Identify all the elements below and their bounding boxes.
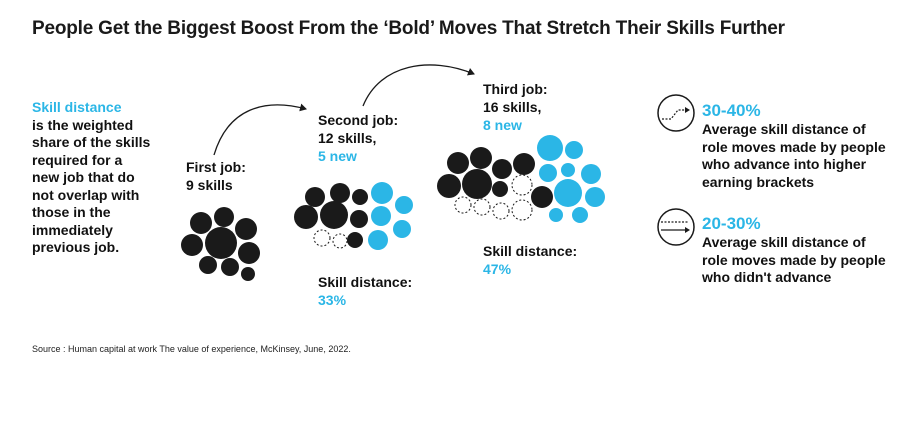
new-skill-dot (565, 141, 583, 159)
new-skill-dot (371, 206, 391, 226)
existing-skill-dot (305, 187, 325, 207)
existing-skill-dot (241, 267, 255, 281)
new-skill-dot (581, 164, 601, 184)
arrow-second-to-third (362, 64, 475, 107)
existing-skill-dot (492, 159, 512, 179)
existing-skill-dot (330, 183, 350, 203)
new-skill-dot (554, 179, 582, 207)
second-job-skill-distance: Skill distance: 33% (318, 273, 412, 309)
arrow-first-to-second (213, 103, 307, 156)
job-skill-count: 16 skills, (483, 99, 542, 115)
rising-step-arrow-icon (657, 94, 695, 132)
new-skill-dot (368, 230, 388, 250)
new-skill-dot (561, 163, 575, 177)
new-skill-dot (539, 164, 557, 182)
existing-skill-dot (238, 242, 260, 264)
stat-description: Average skill distance of role moves mad… (702, 121, 886, 190)
existing-skill-dot (447, 152, 469, 174)
skill-distance-label: Skill distance: (318, 274, 413, 290)
dropped-skill-dot (332, 233, 348, 249)
skill-distance-value: 33% (318, 292, 347, 308)
flat-arrow-icon (657, 208, 695, 246)
job-new-skill-count: 8 new (483, 117, 522, 133)
dropped-skill-dot (511, 199, 533, 221)
dropped-skill-dot (511, 174, 533, 196)
new-skill-dot (537, 135, 563, 161)
existing-skill-dot (352, 189, 368, 205)
existing-skill-dot (199, 256, 217, 274)
existing-skill-dot (214, 207, 234, 227)
new-skill-dot (395, 196, 413, 214)
new-skill-dot (371, 182, 393, 204)
stat-advancers: 30-40% Average skill distance of role mo… (702, 101, 892, 191)
existing-skill-dot (350, 210, 368, 228)
dropped-skill-dot (313, 229, 331, 247)
existing-skill-dot (181, 234, 203, 256)
existing-skill-dot (513, 153, 535, 175)
job-title: Third job: (483, 81, 548, 97)
second-job-label: Second job: 12 skills, 5 new (318, 111, 398, 165)
definition-body: is the weighted share of the skills requ… (32, 116, 151, 256)
dropped-skill-dot (492, 202, 510, 220)
existing-skill-dot (531, 186, 553, 208)
first-job-skill-cluster (181, 207, 260, 281)
existing-skill-dot (235, 218, 257, 240)
existing-skill-dot (221, 258, 239, 276)
new-skill-dot (393, 220, 411, 238)
skill-distance-definition: Skill distance is the weighted share of … (32, 99, 152, 257)
stat-non-advancers: 20-30% Average skill distance of role mo… (702, 214, 892, 287)
existing-skill-dot (437, 174, 461, 198)
job-skill-count: 12 skills, (318, 130, 377, 146)
job-skill-count: 9 skills (186, 177, 233, 193)
source-note: Source : Human capital at work The value… (32, 344, 351, 354)
dropped-skill-dot (473, 198, 491, 216)
existing-skill-dot (294, 205, 318, 229)
new-skill-dot (549, 208, 563, 222)
page-title: People Get the Biggest Boost From the ‘B… (32, 18, 785, 39)
job-title: Second job: (318, 112, 399, 128)
skill-distance-label: Skill distance: (483, 243, 578, 259)
second-job-skill-cluster (294, 182, 413, 250)
job-title: First job: (186, 159, 246, 175)
existing-skill-dot (470, 147, 492, 169)
stat-range: 20-30% (702, 214, 761, 233)
stat-range: 30-40% (702, 101, 761, 120)
third-job-label: Third job: 16 skills, 8 new (483, 80, 548, 134)
existing-skill-dot (320, 201, 348, 229)
existing-skill-dot (347, 232, 363, 248)
third-job-skill-cluster (437, 135, 605, 223)
first-job-label: First job: 9 skills (186, 158, 246, 194)
existing-skill-dot (462, 169, 492, 199)
definition-term: Skill distance (32, 99, 122, 115)
new-skill-dot (585, 187, 605, 207)
dropped-skill-dot (454, 196, 472, 214)
existing-skill-dot (205, 227, 237, 259)
skill-distance-value: 47% (483, 261, 512, 277)
third-job-skill-distance: Skill distance: 47% (483, 242, 577, 278)
stat-description: Average skill distance of role moves mad… (702, 234, 886, 285)
new-skill-dot (572, 207, 588, 223)
job-new-skill-count: 5 new (318, 148, 357, 164)
existing-skill-dot (190, 212, 212, 234)
existing-skill-dot (492, 181, 508, 197)
